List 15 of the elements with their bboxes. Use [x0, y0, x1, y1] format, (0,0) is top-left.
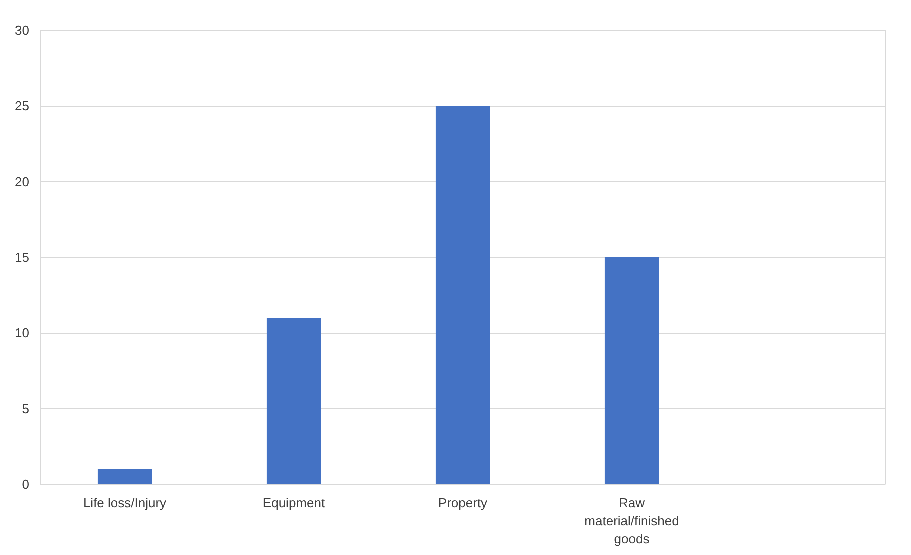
bar — [436, 106, 490, 484]
x-tick-label: Property — [438, 496, 488, 510]
y-tick-label: 0 — [22, 477, 30, 492]
bar — [98, 469, 152, 484]
y-tick-label: 10 — [15, 326, 30, 341]
bar — [604, 258, 660, 484]
y-tick-label: 15 — [15, 250, 30, 265]
y-tick-label: 25 — [15, 98, 30, 114]
bar — [266, 318, 322, 484]
y-tick-label: 20 — [15, 174, 30, 190]
x-tick-label: Raw material/finished goods — [584, 496, 680, 546]
y-tick-label: 30 — [15, 23, 30, 38]
x-tick-label: Life loss/Injury — [83, 496, 168, 510]
y-tick-label: 5 — [22, 401, 30, 416]
x-tick-label: Equipment — [262, 496, 326, 510]
